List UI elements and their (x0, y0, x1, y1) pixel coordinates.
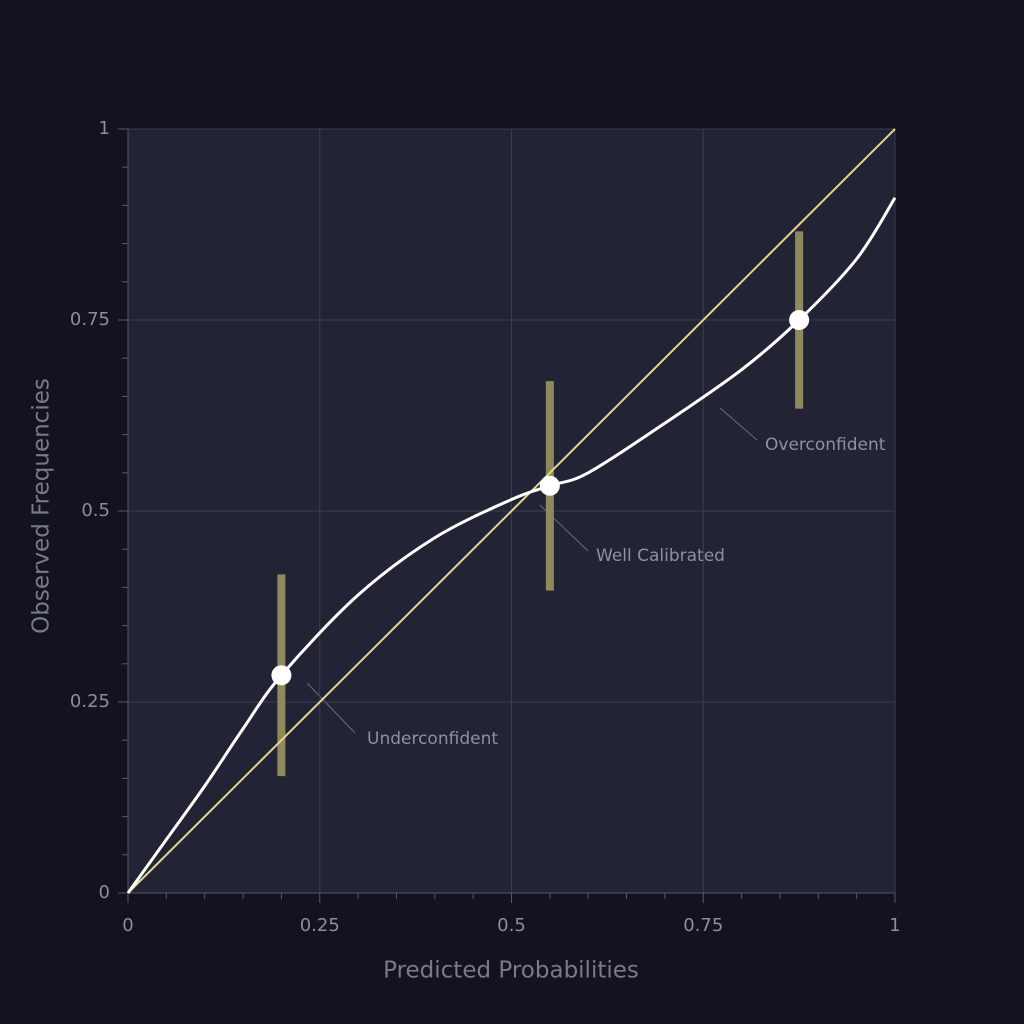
y-tick-label: 1 (99, 118, 110, 139)
x-tick-label: 0.25 (300, 915, 340, 936)
x-tick-label: 0.5 (497, 915, 526, 936)
y-tick-label: 0.25 (70, 691, 110, 712)
annotation: Well Calibrated (596, 546, 725, 566)
reference-line (127, 128, 896, 894)
x-tick-label: 0.75 (683, 915, 723, 936)
leader-line (719, 407, 758, 441)
calibration-curve (126, 196, 897, 894)
x-axis-label: Predicted Probabilities (383, 958, 639, 984)
annotation: Overconfident (765, 435, 886, 455)
x-tick-label: 0 (122, 915, 133, 936)
data-point (789, 310, 810, 330)
y-tick-label: 0.75 (70, 309, 110, 330)
annotation: Underconfident (367, 729, 498, 749)
y-axis-label: Observed Frequencies (29, 378, 55, 634)
y-tick-label: 0 (99, 882, 110, 903)
data-point (539, 475, 560, 496)
y-tick-label: 0.5 (81, 500, 110, 521)
leader-line (306, 682, 356, 734)
x-tick-label: 1 (889, 915, 900, 936)
data-point (271, 665, 292, 686)
